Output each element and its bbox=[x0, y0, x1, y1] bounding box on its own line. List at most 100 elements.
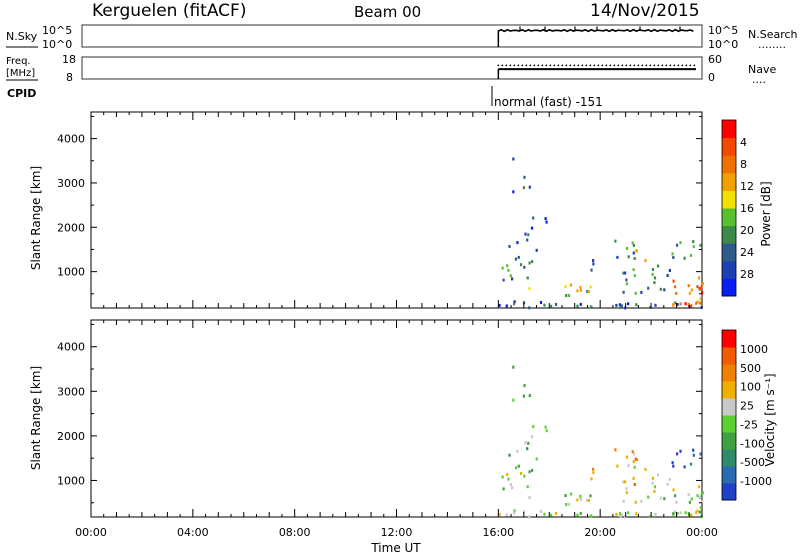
power-cell bbox=[671, 252, 674, 256]
velocity-cell bbox=[545, 429, 548, 433]
power-cell bbox=[625, 278, 628, 282]
nave-point bbox=[617, 64, 620, 67]
nave-point bbox=[645, 64, 648, 67]
velocity-cell bbox=[517, 464, 520, 468]
nave-point bbox=[549, 64, 552, 67]
colorbar-swatch bbox=[722, 415, 736, 433]
velocity-cell bbox=[512, 398, 515, 402]
velocity-cell bbox=[634, 500, 637, 504]
nave-dots: .... bbox=[752, 73, 766, 86]
velocity-cell bbox=[592, 467, 595, 471]
velocity-cell bbox=[679, 449, 682, 453]
power-cell bbox=[592, 259, 595, 262]
power-ylabel: Slant Range [km] bbox=[29, 166, 43, 270]
power-cell bbox=[672, 279, 675, 283]
velocity-cell bbox=[651, 476, 655, 480]
power-cell bbox=[674, 301, 677, 305]
velocity-cell bbox=[676, 512, 679, 515]
power-cell bbox=[663, 288, 666, 292]
y-tick-label: 2000 bbox=[57, 430, 85, 443]
power-cell bbox=[517, 255, 520, 259]
colorbar-swatch bbox=[722, 243, 736, 262]
velocity-cell bbox=[640, 499, 643, 503]
sky-series-line bbox=[498, 28, 694, 33]
velocity-cell bbox=[615, 512, 618, 516]
x-tick-label: 00:00 bbox=[686, 526, 718, 539]
x-tick-label: 00:00 bbox=[75, 526, 107, 539]
x-tick-label: 04:00 bbox=[177, 526, 209, 539]
colorbar-frame bbox=[721, 329, 737, 501]
velocity-cell bbox=[616, 464, 619, 468]
velocity-cell bbox=[625, 455, 629, 459]
power-cell bbox=[699, 243, 702, 247]
colorbar-tick-label: 24 bbox=[740, 246, 754, 259]
sky-left-tick-top: 10^5 bbox=[42, 24, 72, 37]
sky-series-group bbox=[497, 26, 694, 47]
power-cell bbox=[634, 291, 637, 295]
velocity-cell bbox=[586, 498, 589, 502]
power-cell bbox=[647, 286, 650, 290]
power-cell bbox=[539, 301, 543, 304]
velocity-cell bbox=[644, 467, 647, 471]
power-cell bbox=[679, 241, 682, 245]
freq-series-group bbox=[497, 64, 696, 79]
power-cell bbox=[632, 251, 635, 255]
power-cell bbox=[632, 268, 635, 272]
velocity-cell bbox=[697, 485, 701, 489]
velocity-cell bbox=[511, 486, 514, 490]
power-cell bbox=[635, 249, 638, 253]
colorbar-tick-label: 20 bbox=[740, 224, 754, 237]
velocity-cell bbox=[627, 464, 630, 468]
nave-point bbox=[497, 64, 500, 67]
velocity-cell bbox=[647, 495, 650, 499]
nave-point bbox=[633, 64, 636, 67]
velocity-cell bbox=[683, 465, 686, 469]
colorbar-tick-label: 4 bbox=[740, 136, 747, 149]
velocity-cell bbox=[528, 470, 531, 474]
power-cell bbox=[579, 285, 582, 289]
velocity-cell bbox=[528, 515, 531, 519]
power-cell bbox=[696, 285, 699, 289]
power-cell bbox=[565, 294, 568, 298]
colorbar-frame bbox=[721, 119, 737, 297]
power-cell bbox=[697, 276, 701, 280]
colorbar-swatch bbox=[722, 466, 736, 484]
power-cell bbox=[513, 300, 516, 304]
power-cell bbox=[543, 303, 546, 307]
velocity-cell bbox=[651, 481, 654, 485]
nave-point bbox=[677, 64, 680, 67]
velocity-cell bbox=[696, 494, 699, 498]
y-tick-label: 4000 bbox=[57, 133, 85, 146]
velocity-cell bbox=[701, 491, 705, 495]
y-tick-label: 1000 bbox=[57, 474, 85, 487]
velocity-cell bbox=[631, 450, 634, 454]
velocity-cell bbox=[589, 494, 592, 498]
velocity-cell bbox=[654, 512, 657, 516]
velocity-cell bbox=[672, 512, 675, 516]
power-cell bbox=[633, 274, 636, 278]
power-cell bbox=[633, 257, 636, 260]
power-cell bbox=[528, 306, 531, 310]
power-cell bbox=[653, 281, 656, 285]
velocity-axes-group: 1000 2000 3000 4000 bbox=[57, 320, 703, 517]
velocity-cell bbox=[502, 487, 505, 491]
nave-point bbox=[517, 64, 520, 67]
velocity-cell bbox=[698, 496, 701, 500]
power-cell bbox=[614, 239, 617, 243]
colorbar-tick-label: 500 bbox=[740, 362, 761, 375]
power-cell bbox=[524, 232, 527, 236]
power-cell bbox=[674, 285, 677, 289]
velocity-cell bbox=[520, 472, 523, 475]
velocity-cell bbox=[653, 485, 657, 489]
nave-point bbox=[557, 64, 560, 67]
power-cell bbox=[579, 288, 582, 292]
nave-point bbox=[561, 64, 564, 67]
velocity-cell bbox=[579, 511, 582, 515]
cpid-label: CPID bbox=[7, 87, 36, 100]
nave-point bbox=[533, 64, 536, 67]
nave-point bbox=[625, 64, 628, 67]
power-cell bbox=[506, 264, 509, 268]
nave-point bbox=[689, 64, 692, 67]
colorbar-swatch bbox=[722, 208, 736, 227]
velocity-cell bbox=[527, 441, 530, 445]
